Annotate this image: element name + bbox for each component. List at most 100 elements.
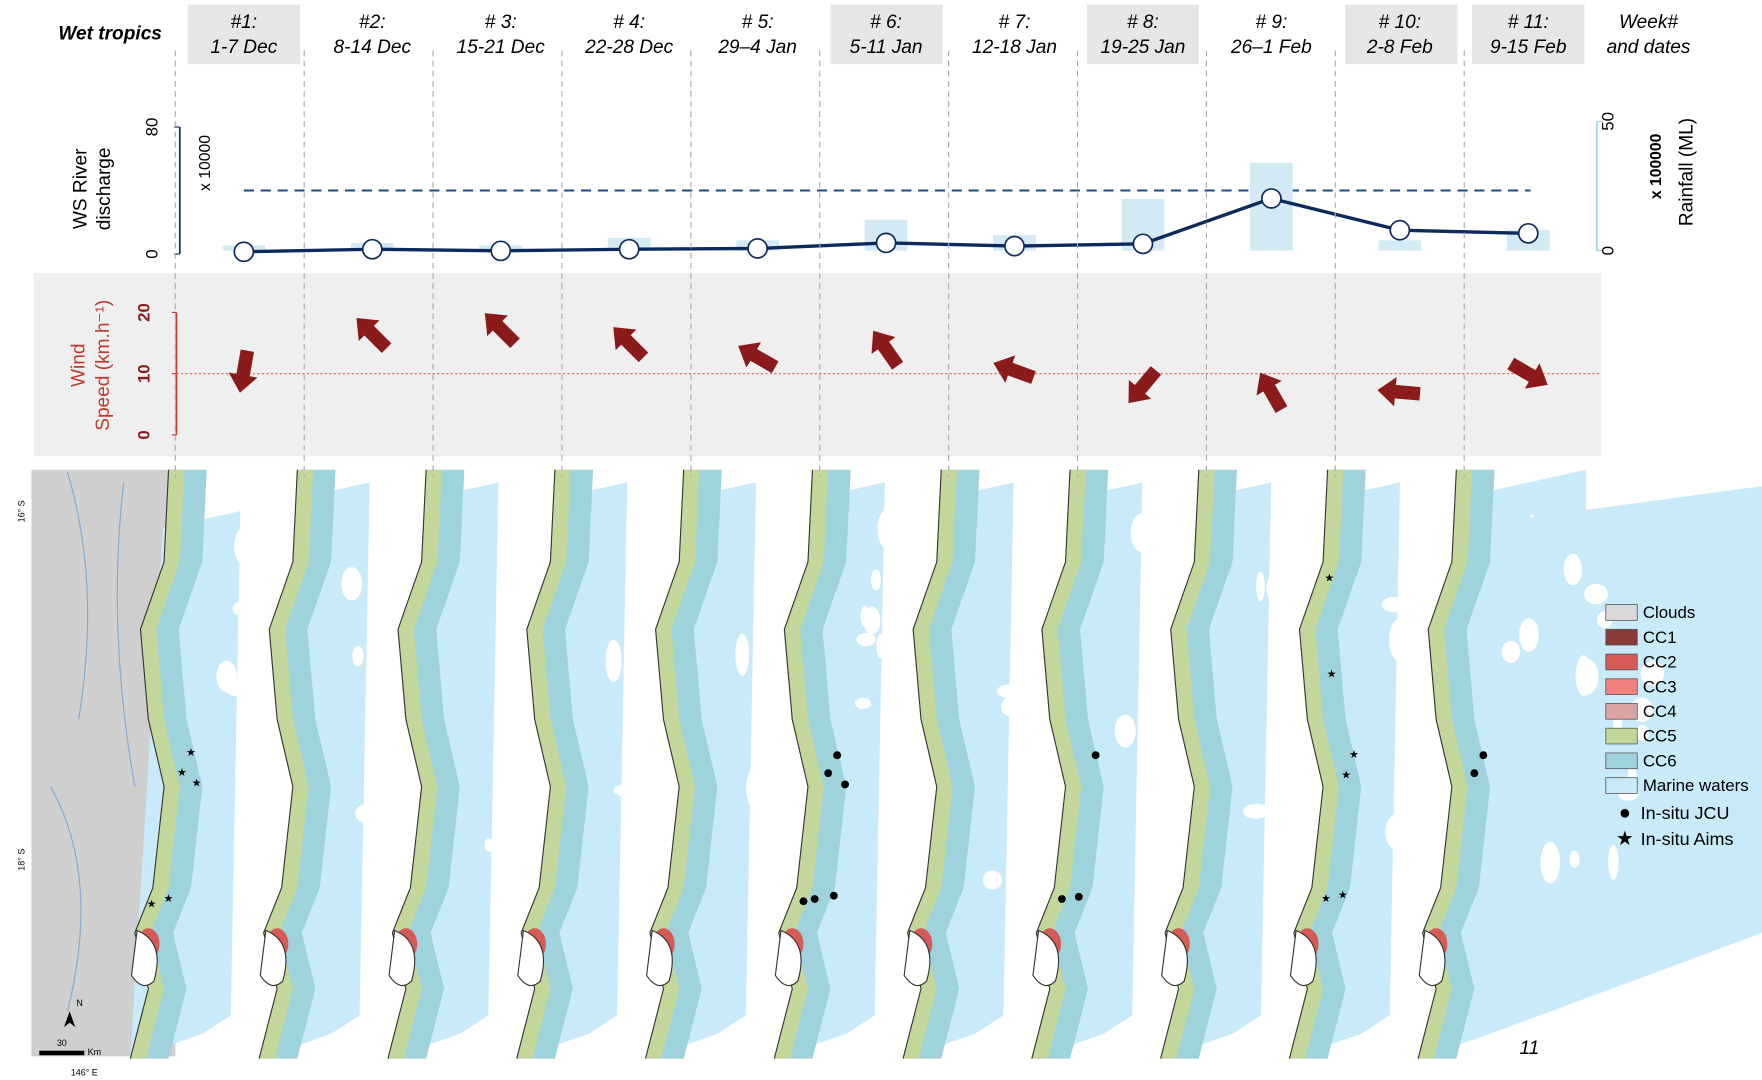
in-situ-jcu <box>811 895 819 903</box>
y-tick-label: 20 <box>134 303 153 322</box>
week-number: # 8: <box>1127 12 1159 33</box>
reef <box>352 646 363 667</box>
week-number: # 5: <box>742 12 774 33</box>
week-dates: 26–1 Feb <box>1230 37 1312 58</box>
lat-label: 18° S <box>17 849 27 871</box>
reef <box>1540 842 1560 884</box>
week-number: # 6: <box>870 12 902 33</box>
y-label: WS River <box>71 148 92 229</box>
scale-value: 30 <box>57 1038 67 1048</box>
scale-unit: Km <box>88 1047 101 1057</box>
discharge-point <box>877 233 896 252</box>
header-key: and dates <box>1607 37 1691 58</box>
y-tick-label: 0 <box>142 249 161 258</box>
in-situ-aims: ★ <box>1327 668 1337 680</box>
in-situ-aims: ★ <box>177 767 187 779</box>
discharge-point <box>1133 234 1152 253</box>
week-dates: 5-11 Jan <box>850 37 923 58</box>
reef <box>341 567 362 600</box>
y-tick-label: 0 <box>134 430 153 439</box>
reef <box>735 634 749 676</box>
in-situ-aims: ★ <box>147 899 157 911</box>
week-number: #1: <box>231 12 258 33</box>
week-number: # 10: <box>1379 12 1421 33</box>
y2-label: Rainfall (ML) <box>1676 118 1697 226</box>
scale-bar <box>39 1051 84 1055</box>
in-situ-jcu <box>1479 751 1487 759</box>
legend-label: In-situ JCU <box>1641 803 1730 823</box>
reef <box>856 633 875 646</box>
lat-label: 16° S <box>17 500 27 522</box>
reef <box>871 569 881 591</box>
discharge-point <box>748 239 767 258</box>
reef <box>1256 571 1265 601</box>
legend-swatch <box>1606 654 1637 670</box>
legend-swatch <box>1606 704 1637 720</box>
week-number: # 9: <box>1255 12 1287 33</box>
legend-label: CC4 <box>1643 702 1677 721</box>
discharge-point <box>363 240 382 259</box>
legend-swatch <box>1606 629 1637 645</box>
week-dates: 22-28 Dec <box>584 37 674 58</box>
reef <box>855 698 871 709</box>
y-label-unit: x 10000 <box>197 135 214 191</box>
in-situ-aims: ★ <box>192 777 202 789</box>
in-situ-aims: ★ <box>186 747 196 759</box>
in-situ-jcu <box>824 769 832 777</box>
legend-label: CC6 <box>1643 751 1677 770</box>
reef <box>216 661 237 693</box>
week-number: # 7: <box>999 12 1031 33</box>
in-situ-jcu <box>841 780 849 788</box>
week-dates: 29–4 Jan <box>717 37 797 58</box>
legend-label: CC3 <box>1643 677 1677 696</box>
in-situ-jcu <box>1058 895 1066 903</box>
y-label: Wind <box>68 344 89 388</box>
in-situ-aims: ★ <box>1324 573 1334 585</box>
y-label: Speed (km.h⁻¹) <box>93 300 114 431</box>
page: {"header": {"title": "Wet tropics", "wee… <box>0 0 1762 1080</box>
week-number: # 4: <box>613 12 645 33</box>
y-label: discharge <box>94 147 115 230</box>
reef <box>1564 554 1582 585</box>
discharge-point <box>491 241 510 260</box>
week-dates: 9-15 Feb <box>1490 37 1567 58</box>
legend-label: In-situ Aims <box>1641 829 1734 849</box>
in-situ-jcu <box>833 751 841 759</box>
y-tick-label: 80 <box>142 118 161 137</box>
in-situ-jcu <box>800 897 808 905</box>
in-situ-jcu <box>830 892 838 900</box>
y2-tick-label: 0 <box>1599 246 1618 255</box>
lon-label: 146° E <box>71 1067 98 1077</box>
legend-label: CC2 <box>1643 653 1677 672</box>
legend-label: Marine waters <box>1643 776 1749 795</box>
week-dates: 15-21 Dec <box>457 37 546 58</box>
discharge-point <box>234 242 253 261</box>
map-number: 11 <box>1519 1038 1539 1059</box>
in-situ-aims: ★ <box>1349 749 1359 761</box>
in-situ-aims: ★ <box>1341 769 1351 781</box>
week-number: #2: <box>359 12 386 33</box>
legend-swatch <box>1606 679 1637 695</box>
rainfall-bar <box>1378 240 1421 250</box>
week-dates: 12-18 Jan <box>972 37 1057 58</box>
wind-panel <box>34 273 1602 456</box>
reef <box>606 640 622 682</box>
discharge-point <box>1262 189 1281 208</box>
reef <box>1569 851 1579 868</box>
reef <box>1502 641 1520 663</box>
reef <box>1519 618 1539 652</box>
reef <box>864 607 881 635</box>
legend-symbol: ● <box>1619 802 1631 824</box>
week-dates: 8-14 Dec <box>334 37 412 58</box>
in-situ-aims: ★ <box>164 893 174 905</box>
figure: Wet tropics Week# and dates 123456789101… <box>0 0 1762 1080</box>
in-situ-jcu <box>1470 769 1478 777</box>
in-situ-aims: ★ <box>1338 890 1348 902</box>
reef <box>1608 845 1618 880</box>
week-dates: 2-8 Feb <box>1366 37 1433 58</box>
week-dates: 19-25 Jan <box>1100 37 1185 58</box>
reef <box>1115 714 1136 747</box>
y-tick-label: 10 <box>134 364 153 383</box>
y2-label-unit: x 100000 <box>1648 133 1665 199</box>
